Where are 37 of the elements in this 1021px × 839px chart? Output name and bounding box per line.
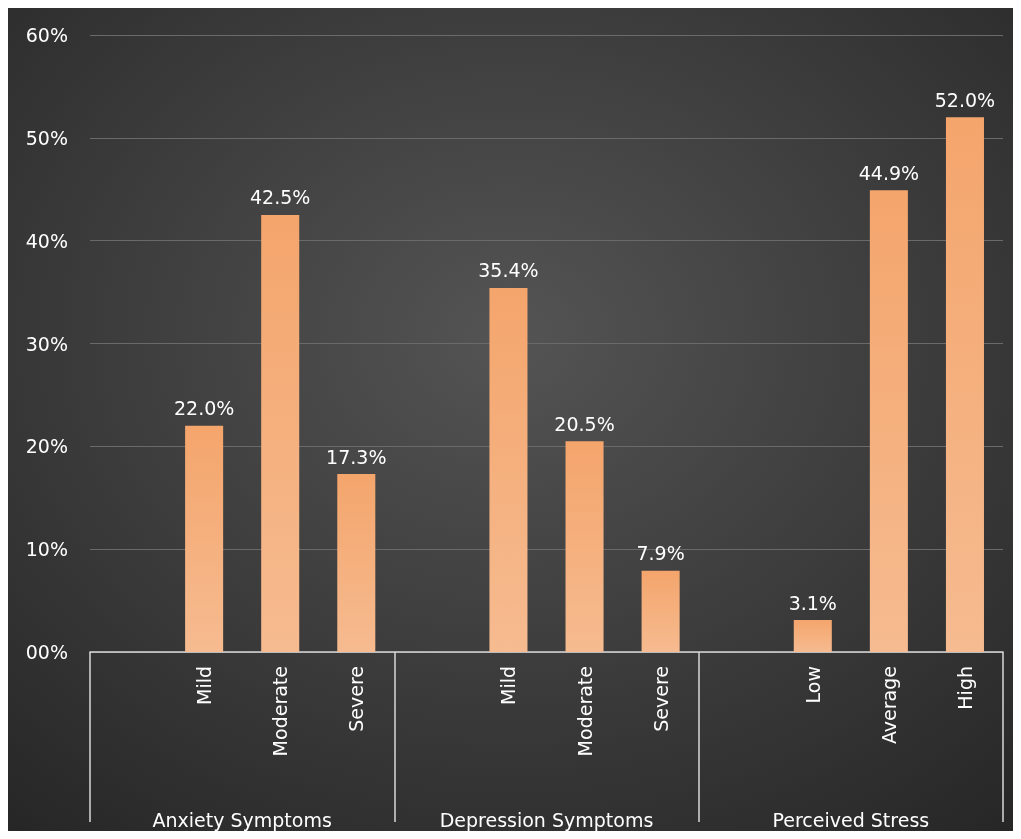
bar — [261, 214, 300, 652]
x-tick-label: Low — [801, 666, 824, 704]
data-label: 35.4% — [478, 259, 539, 282]
x-tick-label: Mild — [497, 666, 520, 706]
bar — [641, 570, 680, 652]
x-tick-label: Moderate — [573, 666, 596, 757]
x-tick-label: Severe — [649, 666, 672, 732]
bar — [185, 425, 224, 652]
y-tick-label: 30% — [25, 332, 68, 355]
data-label: 42.5% — [250, 186, 311, 209]
data-label: 20.5% — [554, 412, 615, 435]
data-label: 3.1% — [788, 591, 837, 614]
bar — [565, 441, 604, 652]
data-label: 7.9% — [636, 542, 685, 565]
x-tick-label: High — [953, 666, 976, 710]
data-label: 17.3% — [326, 445, 387, 468]
x-tick-label: Mild — [193, 666, 216, 706]
y-tick-label: 20% — [25, 435, 68, 458]
y-tick-label: 00% — [25, 641, 68, 663]
bar — [489, 287, 528, 652]
data-label: 22.0% — [173, 397, 235, 420]
bar — [945, 117, 984, 652]
y-tick-label: 50% — [25, 126, 68, 149]
text: Anxiety Symptoms — [152, 808, 332, 831]
x-tick-label: Average — [877, 666, 900, 745]
data-label: 44.9% — [858, 161, 920, 184]
x-tick-label: Moderate — [269, 666, 292, 757]
y-tick-label: 10% — [25, 538, 68, 561]
x-tick-label: Severe — [345, 666, 368, 732]
data-label: 52.0% — [934, 88, 996, 111]
y-tick-label: 40% — [25, 229, 68, 252]
text: Perceived Stress — [772, 808, 930, 831]
bar — [337, 474, 376, 652]
text: Depression Symptoms — [439, 808, 654, 831]
y-tick-label: 60% — [25, 24, 68, 46]
bar — [793, 620, 832, 652]
bar — [869, 190, 908, 652]
